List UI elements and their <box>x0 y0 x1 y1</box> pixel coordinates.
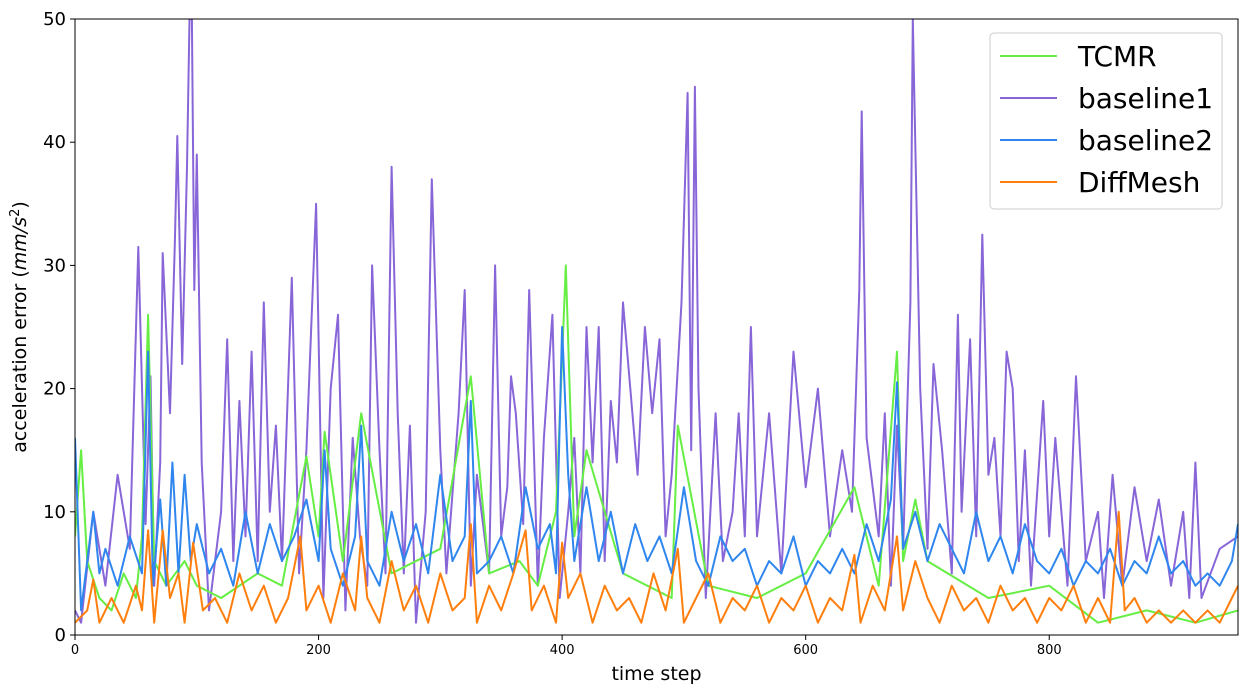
y-tick-label: 20 <box>43 379 66 400</box>
y-tick-label: 0 <box>55 625 66 646</box>
y-tick-label: 10 <box>43 502 66 523</box>
series-line-baseline2 <box>75 326 1238 612</box>
series-line-tcmr <box>75 264 1238 624</box>
x-axis-label: time step <box>611 663 701 685</box>
legend-label-tcmr: TCMR <box>1077 40 1157 73</box>
y-tick-label: 40 <box>43 132 66 153</box>
y-tick-label: 50 <box>43 9 66 30</box>
y-axis-label: acceleration error (mm/s2) <box>8 201 32 453</box>
y-axis-label-close: ) <box>9 201 31 208</box>
x-tick-label: 800 <box>1037 643 1062 658</box>
series-line-baseline1 <box>75 19 1238 624</box>
series-layer <box>75 19 1238 624</box>
x-tick-label: 200 <box>306 643 331 658</box>
x-tick-label: 600 <box>793 643 818 658</box>
legend-label-baseline2: baseline2 <box>1078 124 1213 157</box>
legend-box <box>989 32 1223 210</box>
y-axis-label-text: acceleration error ( <box>9 270 31 453</box>
legend: TCMR baseline1 baseline2 DiffMesh <box>989 32 1223 210</box>
series-line-diffmesh <box>75 510 1238 624</box>
y-tick-label: 30 <box>43 255 66 276</box>
plot-frame <box>74 18 1239 636</box>
x-tick-label: 400 <box>550 643 575 658</box>
y-axis-label-exponent: 2 <box>8 209 23 217</box>
y-axis-ticks: 0 10 20 30 40 50 <box>43 9 75 646</box>
legend-label-baseline1: baseline1 <box>1078 82 1213 115</box>
x-axis-ticks: 0 200 400 600 800 <box>71 635 1062 658</box>
legend-label-diffmesh: DiffMesh <box>1078 166 1200 199</box>
y-axis-label-unit: mm/s <box>9 217 31 270</box>
x-tick-label: 0 <box>71 643 79 658</box>
